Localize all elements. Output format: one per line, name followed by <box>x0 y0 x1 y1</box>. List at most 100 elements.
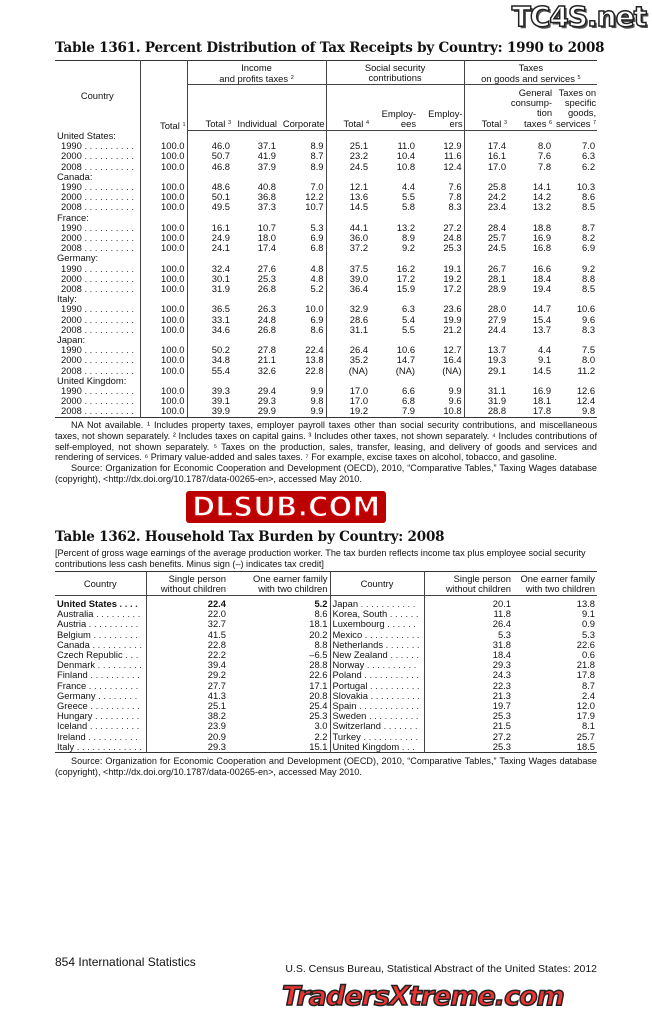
family-value: 20.2 <box>228 629 331 640</box>
value-cell: 19.2 <box>417 273 465 284</box>
table-row: 1990 . . . . . . . . . . 100.0 32.4 27.6 4.8… <box>55 262 597 274</box>
header-income-total: Total 3 <box>187 84 232 132</box>
leader-dots: . . . . . . . . . . . <box>361 669 420 681</box>
value-cell: 9.8 <box>278 395 327 407</box>
country-group-row: Canada: <box>55 171 597 182</box>
value-cell: 8.6 <box>582 191 596 203</box>
table-row: Austria . . . . . . . . . . 32.7 18.1 Luxem… <box>55 618 597 630</box>
leader-dots: . . . . . . . . . . <box>81 201 134 213</box>
value-cell: 11.0 <box>397 140 416 152</box>
single-value: 21.5 <box>492 720 511 732</box>
row-label-text: Hungary . . . . . . . . . <box>57 711 144 721</box>
value-cell: 31.1 <box>487 384 507 396</box>
value-cell: 36.0 <box>349 231 369 243</box>
single-value: 39.4 <box>207 659 226 671</box>
value-cell: 37.2 <box>349 242 369 254</box>
leader-dots: . . . . . . . . . . <box>367 679 420 691</box>
leader-dots: . . . . . . . . . . <box>81 262 134 274</box>
row-label: Slovakia . . . . . . . . . . <box>330 689 425 702</box>
label-text: 2008 <box>61 364 82 376</box>
value-cell: 11.6 <box>417 151 465 162</box>
value-cell: 18.1 <box>532 395 552 407</box>
value-cell: 100.0 <box>140 406 188 418</box>
table-row: Finland . . . . . . . . . . 29.2 22.6 Polan… <box>55 669 597 681</box>
value-cell: 50.1 <box>211 191 230 203</box>
row-label: Canada . . . . . . . . . . <box>55 638 147 651</box>
value-cell: 29.4 <box>257 384 276 396</box>
value-cell: 100.0 <box>140 263 188 274</box>
row-label-text: Greece . . . . . . . . . . <box>57 700 144 711</box>
row-label-text: 1990 . . . . . . . . . . <box>61 141 138 151</box>
row-label: 2008 . . . . . . . . . . <box>55 364 141 376</box>
tax-receipts-table: Country Total 1 Income and profits taxes … <box>55 60 598 418</box>
leader-dots: . . . . . . . . . . <box>367 689 421 701</box>
label-text: 2008 <box>61 405 82 417</box>
label-text: 1990 <box>61 303 82 315</box>
row-label-text: Switzerland . . . . . . . <box>333 721 422 731</box>
row-label: Greece . . . . . . . . . . <box>55 700 147 712</box>
value-cell: 34.8 <box>211 354 230 366</box>
value-cell: 12.4 <box>417 161 465 172</box>
table-row: 1990 . . . . . . . . . . 100.0 36.5 26.3 10.… <box>55 303 597 315</box>
value-cell: 13.6 <box>349 191 369 203</box>
row-label: France . . . . . . . . . . <box>55 679 147 691</box>
label-text: 2000 <box>61 313 82 325</box>
value-cell: 100.0 <box>140 232 188 244</box>
family-value: 8.1 <box>581 720 595 732</box>
source-note: Source: Organization for Economic Cooper… <box>55 756 597 777</box>
table-1361-title: Table 1361. Percent Distribution of Tax … <box>55 40 605 56</box>
value-cell: 24.2 <box>487 191 507 203</box>
value-cell: 28.0 <box>487 303 507 315</box>
value-cell: 17.8 <box>532 405 552 417</box>
label-text: Australia <box>57 608 94 620</box>
row-label: Belgium . . . . . . . . . <box>55 629 147 640</box>
header-goods-services-group: Taxes on goods and services 5 <box>464 60 598 86</box>
value-cell: 19.1 <box>417 263 465 274</box>
leader-dots: . . . . . . . . . . . . <box>356 700 419 712</box>
value-cell: 100.0 <box>140 181 188 193</box>
value-cell: 24.1 <box>211 242 230 254</box>
label-text: Switzerland <box>332 720 381 732</box>
value-cell: 37.5 <box>349 262 369 274</box>
value-cell: (NA) <box>348 364 369 376</box>
value-cell: 31.9 <box>211 282 230 294</box>
country-name: Canada: <box>55 171 141 182</box>
country-group-row: United States: <box>55 130 597 142</box>
row-label-text: Sweden . . . . . . . . . . <box>333 711 422 721</box>
family-value: 12.0 <box>576 700 595 712</box>
value-cell: 35.2 <box>349 354 369 366</box>
header-employers: Employ- ers <box>417 84 465 132</box>
leader-dots: . . . . . . . . . <box>92 710 140 722</box>
value-cell: 39.9 <box>211 405 230 417</box>
value-cell: 46.0 <box>211 140 230 152</box>
value-cell: 19.4 <box>532 282 552 294</box>
leader-dots: . . . . . . . . . . <box>81 313 134 325</box>
table-row: 2000 . . . . . . . . . . 100.0 33.1 24.8 6.9… <box>55 313 597 325</box>
value-cell: 8.6 <box>278 324 327 335</box>
value-cell: 17.2 <box>396 272 416 284</box>
table-1362-subtitle: [Percent of gross wage earnings of the a… <box>55 548 586 569</box>
family-value: 17.9 <box>576 710 595 722</box>
value-cell: 9.2 <box>401 242 416 254</box>
value-cell: 16.1 <box>211 221 230 233</box>
row-label-text: Spain . . . . . . . . . . . . <box>333 700 422 712</box>
value-cell: 27.9 <box>487 313 507 325</box>
table-row: Denmark . . . . . . . . . 39.4 28.8 Norway … <box>55 659 597 671</box>
label-text: Czech Republic <box>57 649 123 661</box>
label-text: 1990 <box>61 262 82 274</box>
row-label-text: 1990 . . . . . . . . . . <box>61 222 138 233</box>
single-value: 18.4 <box>492 649 511 661</box>
value-cell: 17.4 <box>257 242 276 254</box>
empty-cell <box>417 212 465 223</box>
label-text: Canada <box>57 638 90 650</box>
row-label: Spain . . . . . . . . . . . . <box>330 700 425 712</box>
table-row: France . . . . . . . . . . 27.7 17.1 Portug… <box>55 679 597 691</box>
empty-cell <box>417 253 465 264</box>
single-value: 26.4 <box>492 618 511 630</box>
leader-dots: . . . . . . . . . . <box>86 679 139 691</box>
leader-dots: . . . . . . . . . <box>93 608 141 620</box>
family-value: 25.3 <box>228 711 331 722</box>
value-cell: 15.4 <box>532 313 552 325</box>
value-cell: 14.2 <box>532 191 552 203</box>
leader-dots: . . . . . . . <box>383 638 420 650</box>
